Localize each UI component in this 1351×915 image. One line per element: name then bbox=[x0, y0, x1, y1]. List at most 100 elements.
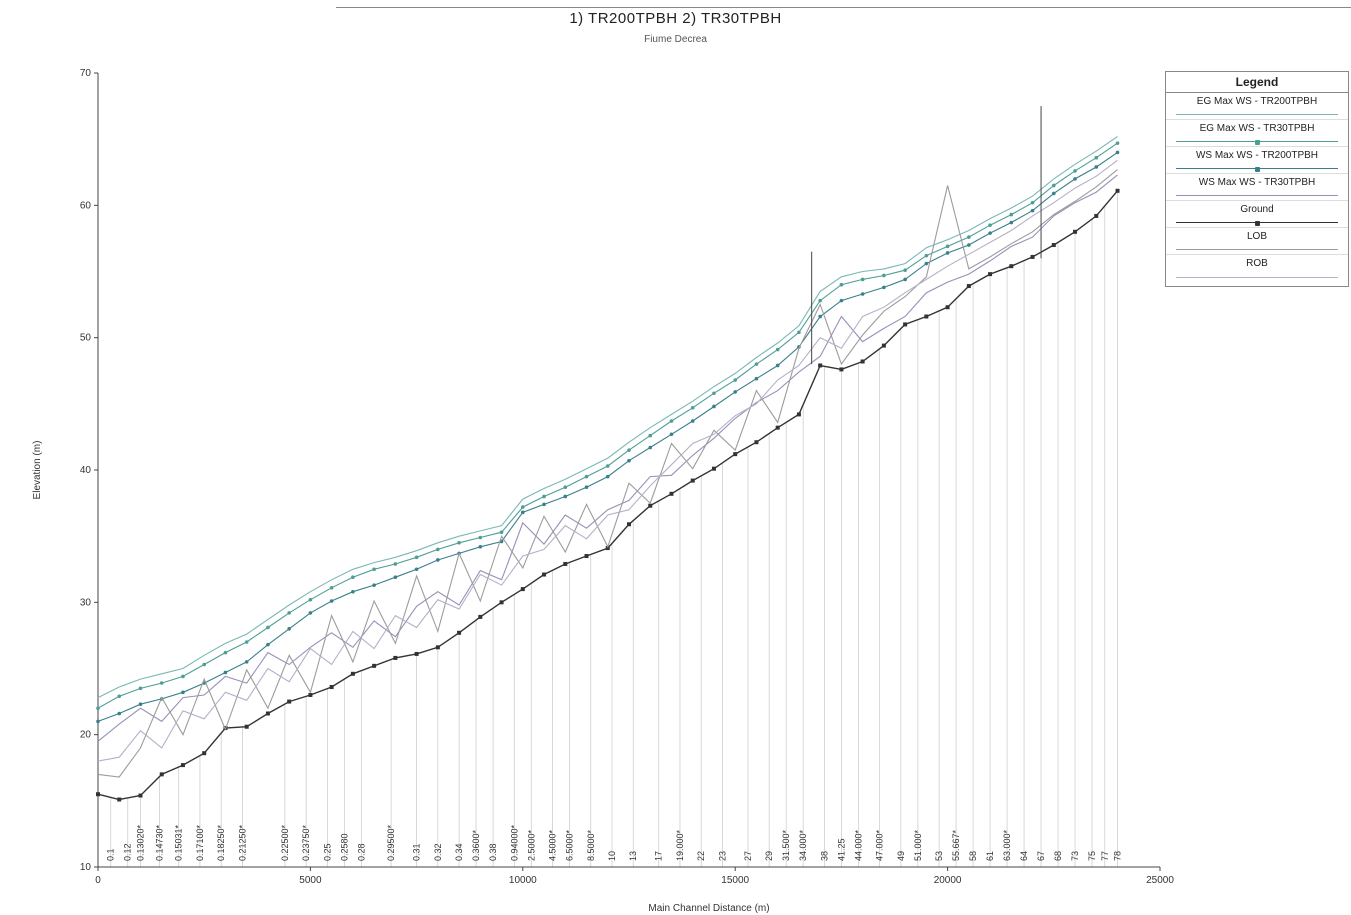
data-point bbox=[478, 614, 483, 619]
data-point bbox=[1030, 208, 1035, 213]
data-point bbox=[563, 485, 568, 490]
data-point bbox=[414, 555, 419, 560]
station-label: 0.15031* bbox=[174, 824, 184, 861]
y-tick-label: 60 bbox=[80, 200, 92, 211]
data-point bbox=[372, 583, 376, 587]
station-label: 53 bbox=[934, 851, 944, 861]
legend-title: Legend bbox=[1166, 72, 1348, 93]
data-point bbox=[265, 711, 270, 716]
data-point bbox=[1115, 141, 1120, 145]
data-point bbox=[733, 390, 737, 394]
data-point bbox=[1009, 264, 1014, 269]
series-2 bbox=[96, 150, 1120, 724]
station-label: 51.000* bbox=[913, 829, 923, 861]
station-label: 0.21250* bbox=[237, 824, 247, 861]
data-point bbox=[202, 751, 207, 756]
y-tick-label: 20 bbox=[80, 730, 92, 741]
data-point bbox=[1094, 155, 1099, 160]
axes: 10 20 30 40 50 60 70 0 5000 10000 15000 20000 25000 M… bbox=[32, 68, 1174, 914]
station-label: 49 bbox=[896, 851, 906, 861]
legend-marker bbox=[1254, 140, 1260, 145]
station-label: 23 bbox=[717, 851, 727, 861]
data-point bbox=[945, 244, 950, 249]
chart-subtitle: Fiume Decrea bbox=[644, 34, 707, 45]
legend-label: LOB bbox=[1246, 231, 1267, 242]
station-label: 27 bbox=[743, 851, 753, 861]
data-point bbox=[520, 587, 525, 592]
series-line bbox=[97, 136, 1118, 699]
station-label: 58 bbox=[968, 851, 978, 861]
data-point bbox=[96, 706, 100, 710]
station-label: 31.500* bbox=[781, 829, 791, 861]
data-point bbox=[542, 494, 546, 499]
data-point bbox=[1030, 200, 1035, 205]
data-point bbox=[988, 272, 993, 277]
data-point bbox=[945, 305, 950, 310]
data-point bbox=[1009, 220, 1014, 225]
station-lines bbox=[110, 190, 1118, 867]
data-point bbox=[159, 772, 164, 777]
y-tick-label: 70 bbox=[80, 68, 92, 79]
legend-items: EG Max WS - TR200TPBH EG Max WS - TR30TPB… bbox=[1166, 93, 1348, 282]
data-point bbox=[266, 642, 270, 647]
station-label: 78 bbox=[1113, 851, 1123, 861]
data-point bbox=[584, 474, 589, 479]
data-point bbox=[903, 277, 907, 282]
data-point bbox=[1052, 183, 1056, 188]
data-point bbox=[818, 298, 822, 303]
station-label: 0.29500* bbox=[386, 824, 396, 861]
station-label: 38 bbox=[819, 851, 829, 861]
station-label: 0.94000* bbox=[509, 824, 519, 861]
data-point bbox=[96, 792, 100, 797]
station-label: 22 bbox=[696, 851, 706, 861]
station-label: 29 bbox=[764, 851, 774, 861]
data-point bbox=[1073, 229, 1078, 234]
data-point bbox=[605, 546, 610, 551]
station-label: 77 bbox=[1100, 851, 1110, 861]
data-point bbox=[138, 686, 143, 691]
data-point bbox=[775, 347, 780, 352]
data-point bbox=[96, 719, 100, 724]
y-axis-label: Elevation (m) bbox=[32, 441, 43, 500]
station-label: 2.5000* bbox=[526, 829, 536, 861]
data-point bbox=[733, 378, 737, 382]
station-label: 0.25 bbox=[322, 843, 332, 861]
legend-swatch bbox=[1176, 277, 1338, 278]
series-4 bbox=[96, 188, 1120, 802]
y-tick-label: 40 bbox=[80, 465, 92, 476]
data-point bbox=[988, 231, 992, 235]
station-label: 0.38 bbox=[488, 843, 498, 861]
data-point bbox=[967, 243, 971, 247]
station-label: 0.31 bbox=[412, 843, 422, 861]
x-axis-label: Main Channel Distance (m) bbox=[648, 903, 769, 914]
legend-item: LOB bbox=[1166, 228, 1348, 255]
station-label: 0.12 bbox=[123, 843, 133, 861]
data-point bbox=[1052, 191, 1056, 196]
legend-item: ROB bbox=[1166, 255, 1348, 282]
legend-item: WS Max WS - TR200TPBH bbox=[1166, 147, 1348, 174]
station-label: 75 bbox=[1087, 851, 1097, 861]
data-point bbox=[690, 419, 695, 423]
data-point bbox=[414, 567, 419, 572]
station-label: 34.000* bbox=[798, 829, 808, 861]
data-point bbox=[287, 699, 292, 704]
series-line bbox=[97, 142, 1118, 709]
legend-label: ROB bbox=[1246, 258, 1268, 269]
data-point bbox=[521, 510, 525, 515]
data-point bbox=[393, 655, 398, 660]
data-point bbox=[903, 322, 908, 327]
data-point bbox=[690, 406, 695, 410]
data-point bbox=[138, 793, 143, 798]
data-point bbox=[605, 464, 610, 468]
data-point bbox=[754, 440, 759, 445]
data-point bbox=[775, 425, 780, 430]
station-label: 8.5000* bbox=[586, 829, 596, 861]
x-tick-label: 25000 bbox=[1146, 875, 1174, 886]
data-point bbox=[669, 432, 674, 437]
x-tick-label: 20000 bbox=[934, 875, 962, 886]
data-point bbox=[860, 359, 865, 364]
legend-swatch bbox=[1176, 195, 1338, 196]
data-point bbox=[244, 724, 249, 729]
station-labels: 0.1 0.12 0.13020* 0.14730* 0.15031* 0.17100* 0… bbox=[106, 824, 1123, 861]
data-point bbox=[1009, 212, 1014, 217]
